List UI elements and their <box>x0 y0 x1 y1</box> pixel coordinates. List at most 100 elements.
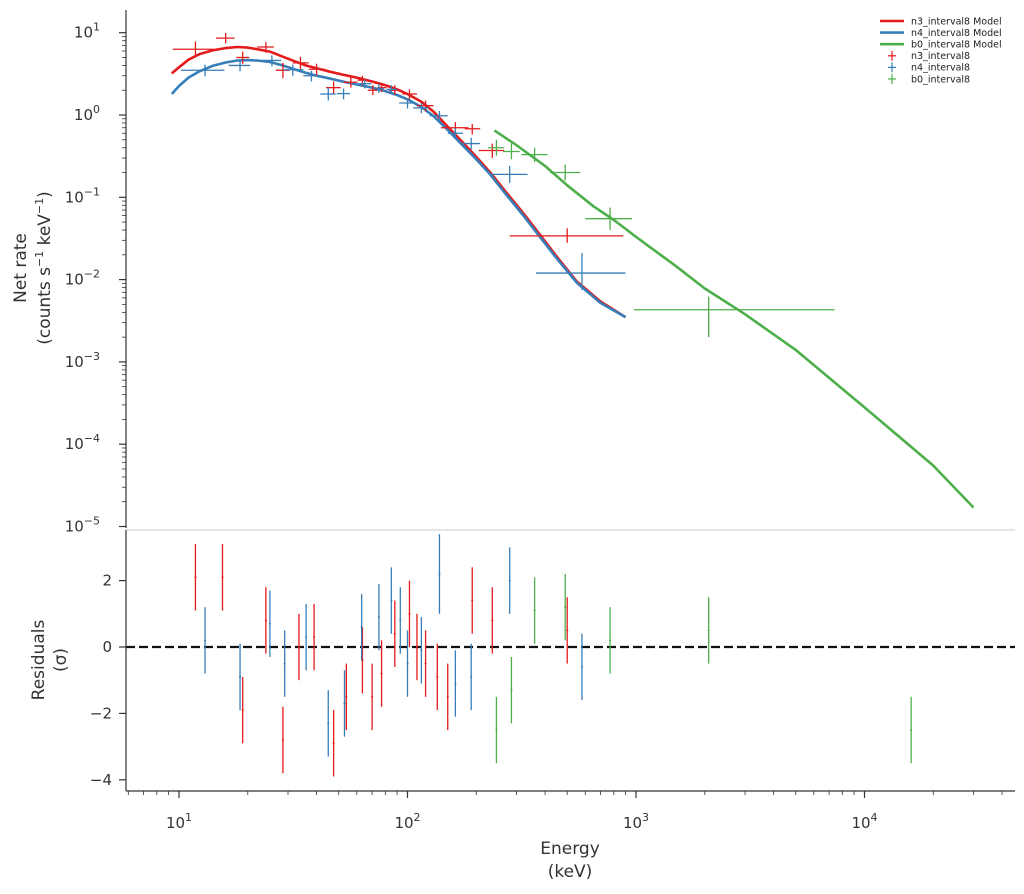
legend-label: b0_interval8 <box>911 74 970 85</box>
n3-interval8-residual <box>264 587 267 654</box>
n3-interval8-residual <box>424 630 427 697</box>
b0-interval8-point <box>633 296 835 338</box>
n4-interval8-point <box>228 59 251 72</box>
residuals-y-ticks: 2 0 −2 −4 <box>90 572 126 789</box>
n3-interval8-point <box>367 85 378 95</box>
n3-interval8-point <box>257 42 274 53</box>
n3-interval8-residual <box>436 643 439 711</box>
n3-interval8-point <box>509 228 624 243</box>
n4-interval8-residual <box>508 547 511 614</box>
n3-interval8-residual <box>491 587 494 654</box>
n4-interval8-residual <box>580 633 583 701</box>
y-tick-label: 100 <box>74 103 100 124</box>
spectrum-y-axis-unit: (counts s−1 keV−1) <box>33 191 55 345</box>
x-tick-label: 102 <box>394 811 420 832</box>
b0-interval8-residual <box>495 696 498 764</box>
n3-interval8-point <box>464 123 481 135</box>
x-ticks: 101 102 103 104 <box>127 791 1003 832</box>
b0-interval8-point <box>521 147 548 162</box>
n4-interval8-point <box>180 64 225 77</box>
legend-item-n4-interval8-model: n4_interval8 Model <box>880 28 1002 39</box>
n3-interval8-residual <box>371 663 374 730</box>
n3-interval8-residual <box>194 544 197 611</box>
n4-interval8-point <box>491 166 528 183</box>
spectrum-data-points <box>172 33 835 338</box>
n4-interval8-residual <box>305 603 308 671</box>
residuals-panel: 2 0 −2 −4 101 102 103 104 Residuals (σ) Energy… <box>29 530 1015 882</box>
residual-y-tick-label: 0 <box>102 638 112 656</box>
n3-interval8-point <box>402 89 417 100</box>
n3-interval8-residual <box>380 640 383 707</box>
x-axis-unit: (keV) <box>548 862 593 882</box>
n4-interval8-residual <box>360 593 363 661</box>
n4-interval8-residual <box>204 607 207 674</box>
n3-interval8-point <box>215 33 235 44</box>
spectrum-models <box>170 45 975 509</box>
n4-interval8-residual <box>390 567 393 634</box>
n4-interval8-point <box>535 253 626 290</box>
n3-interval8-point <box>343 76 358 88</box>
unit-part-1: (counts s <box>35 267 55 345</box>
n4-interval8-residual <box>327 690 330 757</box>
unit-sup-1: −1 <box>33 251 46 267</box>
x-tick-label: 103 <box>623 811 649 832</box>
n4-interval8-point <box>386 85 398 94</box>
n4-interval8-residual <box>283 630 286 697</box>
b0-interval8-residual <box>707 597 710 664</box>
residual-y-tick-label: −2 <box>90 704 112 722</box>
residual-y-tick-label: 2 <box>102 572 112 590</box>
spectrum-y-ticks: 101 100 10−1 10−2 10−3 10−4 10−5 <box>65 21 126 536</box>
n3-interval8-residual <box>297 613 300 681</box>
n3-interval8-point <box>172 41 214 58</box>
n4-interval8-residual <box>470 643 473 711</box>
n4-interval8-point <box>336 88 350 100</box>
y-tick-label: 10−1 <box>65 185 100 206</box>
legend-label: n4_interval8 <box>911 63 970 74</box>
x-axis-title: Energy <box>540 839 600 859</box>
n4-interval8-residual <box>377 583 380 651</box>
y-tick-label: 10−3 <box>65 350 100 371</box>
legend-label: n3_interval8 <box>911 51 970 62</box>
y-tick-label: 10−2 <box>65 268 100 289</box>
unit-sup-2: −1 <box>33 198 46 214</box>
n3-interval8-residual <box>345 663 348 730</box>
residuals-y-axis-unit: (σ) <box>51 648 71 672</box>
n3-interval8-residual <box>471 567 474 634</box>
n4-interval8-residual <box>438 534 441 614</box>
n4-interval8-point <box>373 83 385 94</box>
n3-interval8-residual <box>446 663 449 730</box>
n4-interval8-point <box>463 137 481 150</box>
legend-label: b0_interval8 Model <box>911 40 1002 51</box>
b0-interval8-point <box>487 139 505 156</box>
n3-interval8-residual <box>241 676 244 744</box>
n4-interval8-point <box>413 102 429 114</box>
n3-interval8-residual <box>415 613 418 681</box>
y-tick-label: 10−5 <box>65 515 100 536</box>
unit-part-2: keV <box>35 214 55 251</box>
n4-interval8-residual <box>268 590 271 657</box>
n3-interval8-residual <box>393 600 396 667</box>
unit-part-3: ) <box>35 191 55 198</box>
legend-item-n3-interval8-model: n3_interval8 Model <box>880 16 1002 27</box>
y-tick-label: 10−4 <box>65 432 100 453</box>
legend-label: n4_interval8 Model <box>911 28 1002 39</box>
n4-interval8-point <box>261 55 282 67</box>
n3-interval8-residual <box>221 544 224 611</box>
n3-interval8-model-curve <box>170 45 627 319</box>
residuals-y-axis-title: Residuals <box>29 620 49 701</box>
b0-interval8-point <box>503 143 520 160</box>
x-tick-label: 101 <box>166 811 192 832</box>
b0-interval8-point <box>549 164 581 181</box>
n4-interval8-residual <box>420 617 423 684</box>
n3-interval8-point <box>478 143 505 159</box>
y-tick-label: 101 <box>74 21 100 42</box>
n3-interval8-residual <box>281 706 284 774</box>
n4-interval8-point <box>358 79 372 89</box>
residuals-data-points <box>194 534 913 777</box>
b0-interval8-model-curve <box>493 129 975 509</box>
b0-interval8-point <box>585 207 632 231</box>
legend-item-n4-interval8: n4_interval8 <box>888 62 970 74</box>
n3-interval8-point <box>236 51 250 64</box>
